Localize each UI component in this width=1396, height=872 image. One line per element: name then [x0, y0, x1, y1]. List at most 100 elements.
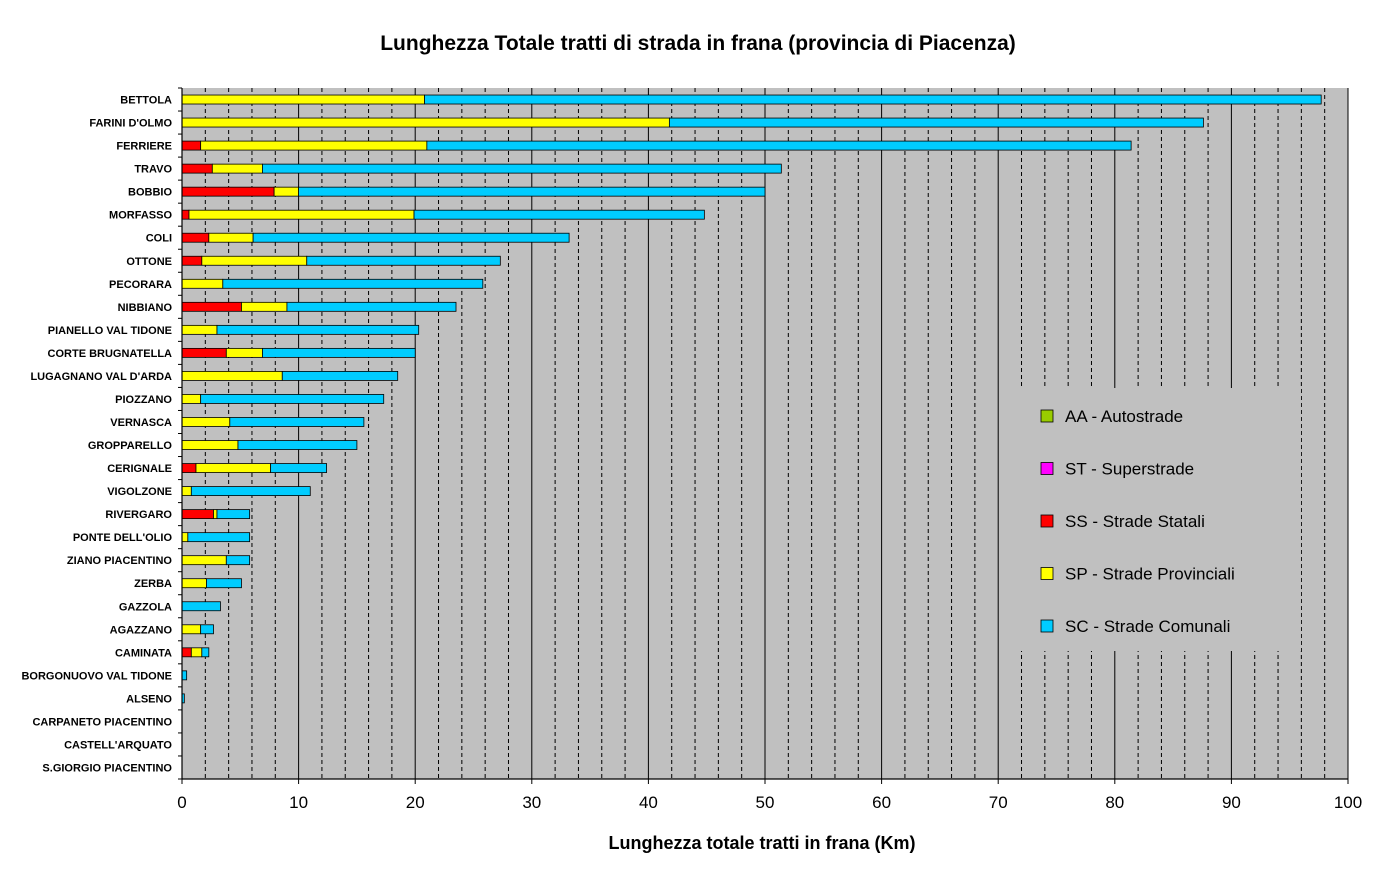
- category-label: VIGOLZONE: [107, 486, 172, 498]
- category-label: CORTE BRUGNATELLA: [48, 348, 173, 360]
- category-label: BOBBIO: [128, 187, 172, 199]
- bar-segment: [241, 301, 288, 312]
- bar-segment: [281, 371, 399, 381]
- x-tick-label: 10: [289, 793, 308, 812]
- bar-segment: [181, 624, 202, 635]
- x-tick-label: 30: [522, 793, 541, 812]
- bar-segment: [188, 209, 415, 220]
- bar-segment: [181, 94, 425, 105]
- category-label: GAZZOLA: [119, 601, 172, 613]
- bar-segment: [181, 670, 188, 681]
- bar-segment: [216, 324, 420, 335]
- category-label: OTTONE: [126, 256, 172, 268]
- category-label: NIBBIANO: [118, 302, 173, 314]
- legend-label: ST - Superstrade: [1065, 460, 1194, 479]
- bar-segment: [252, 232, 570, 243]
- bar-segment: [668, 117, 1204, 128]
- legend-swatch: [1040, 567, 1054, 580]
- bar-segment: [181, 371, 283, 381]
- bar-segment: [181, 186, 275, 197]
- category-label: GROPPARELLO: [88, 440, 173, 452]
- bar-segment: [181, 324, 218, 335]
- bar-segment: [190, 647, 203, 658]
- bar-segment: [211, 163, 263, 174]
- bar-segment: [225, 347, 263, 358]
- legend-swatch: [1040, 619, 1054, 633]
- bar-segment: [187, 532, 251, 543]
- bar-segment: [208, 232, 254, 243]
- bar-segment: [298, 186, 766, 197]
- x-tick-label: 100: [1334, 793, 1362, 812]
- category-label: BORGONUOVO VAL TIDONE: [21, 670, 172, 682]
- bar-segment: [286, 301, 457, 312]
- category-label: ZERBA: [134, 578, 172, 590]
- bar-segment: [229, 417, 365, 427]
- category-label: RIVERGARO: [105, 509, 172, 521]
- bar-segment: [426, 140, 1132, 151]
- bar-segment: [237, 440, 358, 450]
- category-label: PECORARA: [109, 279, 172, 291]
- bar-segment: [206, 578, 242, 589]
- category-label: TRAVO: [134, 164, 172, 176]
- bar-segment: [200, 394, 385, 404]
- category-label: CERIGNALE: [107, 463, 172, 475]
- legend-label: SC - Strade Comunali: [1065, 617, 1230, 636]
- bar-segment: [181, 255, 203, 266]
- category-label: S.GIORGIO PIACENTINO: [42, 762, 172, 774]
- bar-segment: [273, 186, 300, 197]
- x-axis-label: Lunghezza totale tratti in frana (Km): [608, 833, 915, 853]
- bar-segment: [201, 255, 308, 266]
- bar-segment: [181, 601, 221, 612]
- bar-segment: [181, 347, 227, 358]
- category-label: LUGAGNANO VAL D'ARDA: [30, 371, 172, 383]
- x-tick-label: 20: [406, 793, 425, 812]
- bar-segment: [200, 624, 214, 635]
- bar-segment: [181, 463, 197, 473]
- category-label: PONTE DELL'OLIO: [73, 532, 173, 544]
- category-label: CARPANETO PIACENTINO: [32, 716, 172, 728]
- bar-segment: [181, 301, 242, 312]
- category-label: CASTELL'ARQUATO: [64, 739, 172, 751]
- category-label: FARINI D'OLMO: [89, 118, 172, 130]
- legend-swatch: [1040, 462, 1054, 475]
- bar-segment: [213, 509, 218, 520]
- bar-segment: [413, 209, 705, 220]
- x-tick-label: 80: [1105, 793, 1124, 812]
- bar-segment: [424, 94, 1322, 105]
- legend-swatch: [1040, 514, 1054, 528]
- category-label: AGAZZANO: [110, 624, 173, 636]
- legend-label: SP - Strade Provinciali: [1065, 565, 1235, 584]
- category-label: CAMINATA: [115, 647, 172, 659]
- category-label: PIOZZANO: [115, 394, 172, 406]
- bar-segment: [181, 232, 210, 243]
- bar-segment: [262, 347, 416, 358]
- bar-segment: [181, 209, 190, 220]
- category-label: ZIANO PIACENTINO: [67, 555, 173, 567]
- bar-segment: [200, 140, 428, 151]
- bar-segment: [270, 463, 327, 473]
- bar-segment: [181, 278, 224, 289]
- bar-segment: [181, 532, 189, 543]
- legend-swatch: [1040, 409, 1054, 423]
- bar-segment: [306, 255, 501, 266]
- x-tick-label: 50: [756, 793, 775, 812]
- bar-segment: [181, 647, 192, 658]
- bar-segment: [181, 394, 202, 404]
- category-label: VERNASCA: [110, 417, 172, 429]
- bar-segment: [181, 509, 214, 520]
- x-tick-label: 40: [639, 793, 658, 812]
- chart-title: Lunghezza Totale tratti di strada in fra…: [380, 32, 1016, 55]
- category-label: FERRIERE: [116, 141, 172, 153]
- x-tick-label: 0: [177, 793, 186, 812]
- bar-segment: [225, 555, 251, 566]
- x-tick-label: 60: [872, 793, 891, 812]
- category-label: ALSENO: [126, 693, 172, 705]
- bar-segment: [181, 117, 670, 128]
- category-label: MORFASSO: [109, 210, 172, 222]
- legend: AA - Autostrade ST - Superstrade SS - Stra…: [1003, 388, 1301, 651]
- bar-segment: [201, 647, 210, 658]
- bar-segment: [181, 578, 207, 589]
- legend-label: SS - Strade Statali: [1065, 512, 1205, 531]
